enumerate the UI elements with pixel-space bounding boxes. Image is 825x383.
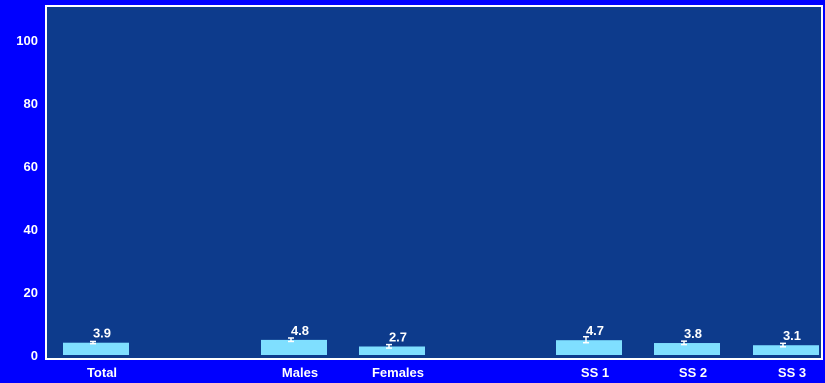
x-tick-label: Females: [372, 365, 424, 380]
data-label: 3.9: [93, 326, 111, 341]
y-tick-label: 60: [24, 159, 38, 174]
bar: [556, 340, 622, 355]
bar: [261, 339, 327, 355]
bar: [654, 343, 720, 355]
x-tick-label: SS 3: [778, 365, 806, 380]
y-tick-label: 20: [24, 285, 38, 300]
data-label: 3.8: [684, 326, 702, 341]
x-tick-label: SS 1: [581, 365, 609, 380]
bar: [359, 346, 425, 355]
y-axis-ticks: 0 20 40 60 80 100: [16, 33, 38, 363]
data-label: 2.7: [389, 329, 407, 344]
data-labels-group: 3.9 4.8 2.7 4.7 3.8 3.1: [93, 323, 801, 345]
y-tick-label: 80: [24, 96, 38, 111]
x-tick-label: Males: [282, 365, 318, 380]
bar: [753, 345, 819, 355]
y-tick-label: 100: [16, 33, 38, 48]
data-label: 4.8: [291, 323, 309, 338]
data-label: 4.7: [586, 323, 604, 338]
bars-group: [63, 339, 819, 355]
x-tick-label: SS 2: [679, 365, 707, 380]
x-axis-labels: Total Males Females SS 1 SS 2 SS 3: [87, 365, 806, 380]
x-tick-label: Total: [87, 365, 117, 380]
y-tick-label: 0: [31, 348, 38, 363]
bar: [63, 342, 129, 355]
y-tick-label: 40: [24, 222, 38, 237]
error-bars-group: [90, 335, 786, 349]
plot-area: [45, 5, 823, 360]
data-label: 3.1: [783, 328, 801, 343]
